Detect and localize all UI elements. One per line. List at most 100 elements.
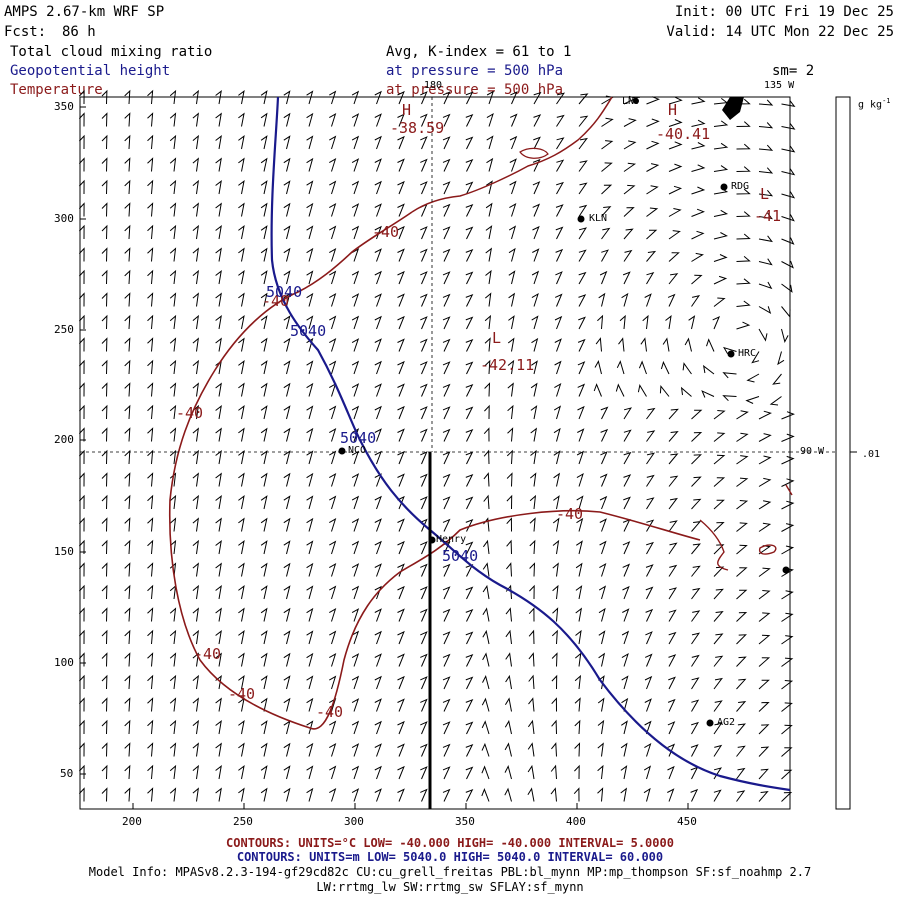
wind-barb — [623, 474, 632, 487]
plot-frame — [79, 96, 791, 810]
wind-barb — [351, 720, 360, 735]
wind-barb — [481, 765, 490, 780]
forecast-hour: 86 h — [62, 24, 96, 40]
wind-barb — [646, 497, 655, 510]
wind-barb — [643, 787, 651, 802]
wind-barb — [465, 608, 474, 622]
wind-barb — [623, 451, 632, 465]
wind-barb — [306, 787, 314, 802]
wind-barb — [397, 585, 405, 600]
wind-barb — [623, 140, 637, 150]
wind-barb — [78, 404, 85, 420]
wind-barb — [577, 338, 586, 352]
wind-barb — [465, 136, 474, 150]
wind-barb — [169, 157, 177, 172]
wind-barb — [124, 494, 131, 510]
wind-barb — [306, 360, 314, 375]
wind-barb — [78, 269, 85, 285]
wind-barb — [777, 351, 785, 366]
wind-barb — [713, 700, 723, 712]
wind-barb — [215, 697, 222, 712]
wind-barb — [192, 112, 199, 127]
wind-barb — [482, 539, 490, 555]
high-marker: H — [402, 101, 412, 119]
height-contour-label: 5040 — [340, 429, 377, 447]
wind-barb — [668, 408, 679, 420]
wind-barb — [465, 698, 474, 712]
wind-barb — [598, 292, 606, 307]
wind-barb — [420, 788, 428, 802]
wind-barb — [668, 252, 680, 262]
wind-barb — [260, 180, 268, 195]
wind-barb — [374, 540, 382, 555]
wind-barb — [147, 382, 154, 397]
wind-barb — [599, 540, 607, 555]
wind-barb — [215, 180, 222, 195]
wind-barb — [192, 269, 199, 285]
wind-barb — [397, 653, 405, 667]
wind-barb — [101, 269, 108, 285]
wind-barb — [645, 608, 654, 622]
wind-barb — [329, 135, 337, 150]
wind-barb — [420, 496, 428, 510]
wind-barb — [374, 338, 382, 352]
wind-barb — [351, 563, 360, 577]
wind-barb — [306, 315, 314, 330]
colorbar-units-exp: -1 — [882, 97, 891, 105]
wind-barb — [124, 539, 131, 555]
wind-barb — [260, 652, 268, 667]
wind-barb — [532, 248, 540, 262]
wind-barb — [736, 143, 751, 150]
wind-barb — [758, 522, 772, 532]
wind-barb — [306, 292, 314, 307]
x-tick-label: 450 — [677, 815, 697, 828]
wind-barb — [78, 584, 85, 600]
wind-barb — [713, 98, 729, 105]
wind-barb — [758, 634, 771, 645]
wind-barb — [481, 697, 490, 712]
wind-barb — [644, 653, 653, 667]
wind-barb — [465, 113, 474, 127]
wind-barb — [691, 721, 699, 735]
wind-barb — [578, 316, 586, 330]
wind-barb — [465, 293, 474, 307]
wind-barb — [556, 92, 566, 105]
wind-barb — [509, 180, 517, 195]
wind-barb — [192, 427, 199, 442]
wind-barb — [374, 563, 382, 577]
temp-contour-label: -40 — [316, 703, 344, 721]
wind-barb — [551, 674, 558, 690]
wind-barb — [442, 676, 451, 690]
wind-barb — [329, 608, 337, 622]
wind-barb — [147, 787, 154, 802]
wind-barb — [351, 270, 360, 285]
wind-barb — [736, 166, 751, 172]
wind-barb — [169, 517, 177, 532]
wind-barb — [504, 719, 512, 735]
wind-barb — [351, 225, 360, 240]
wind-barb — [751, 351, 760, 364]
wind-barb — [483, 427, 490, 442]
wind-barb — [465, 316, 474, 330]
wind-barb — [528, 629, 535, 645]
wind-barb — [668, 431, 679, 442]
wind-barb — [329, 788, 337, 802]
wind-barb — [485, 225, 493, 240]
wind-barb — [599, 270, 608, 285]
wind-barb — [690, 766, 699, 780]
wind-barb — [646, 474, 655, 487]
wind-barb — [556, 114, 565, 127]
wind-barb — [329, 203, 337, 217]
wind-barb — [215, 607, 222, 622]
wind-barb — [215, 292, 222, 307]
wind-barb — [192, 157, 199, 172]
wind-barb — [555, 204, 564, 217]
wind-barb — [192, 787, 199, 802]
wind-barb — [306, 90, 314, 105]
wind-barb — [397, 405, 405, 420]
wind-barb — [442, 406, 451, 420]
wind-barb — [531, 270, 540, 285]
wind-barb — [736, 522, 748, 532]
wind-barb — [442, 136, 451, 150]
wind-barb — [215, 202, 222, 217]
